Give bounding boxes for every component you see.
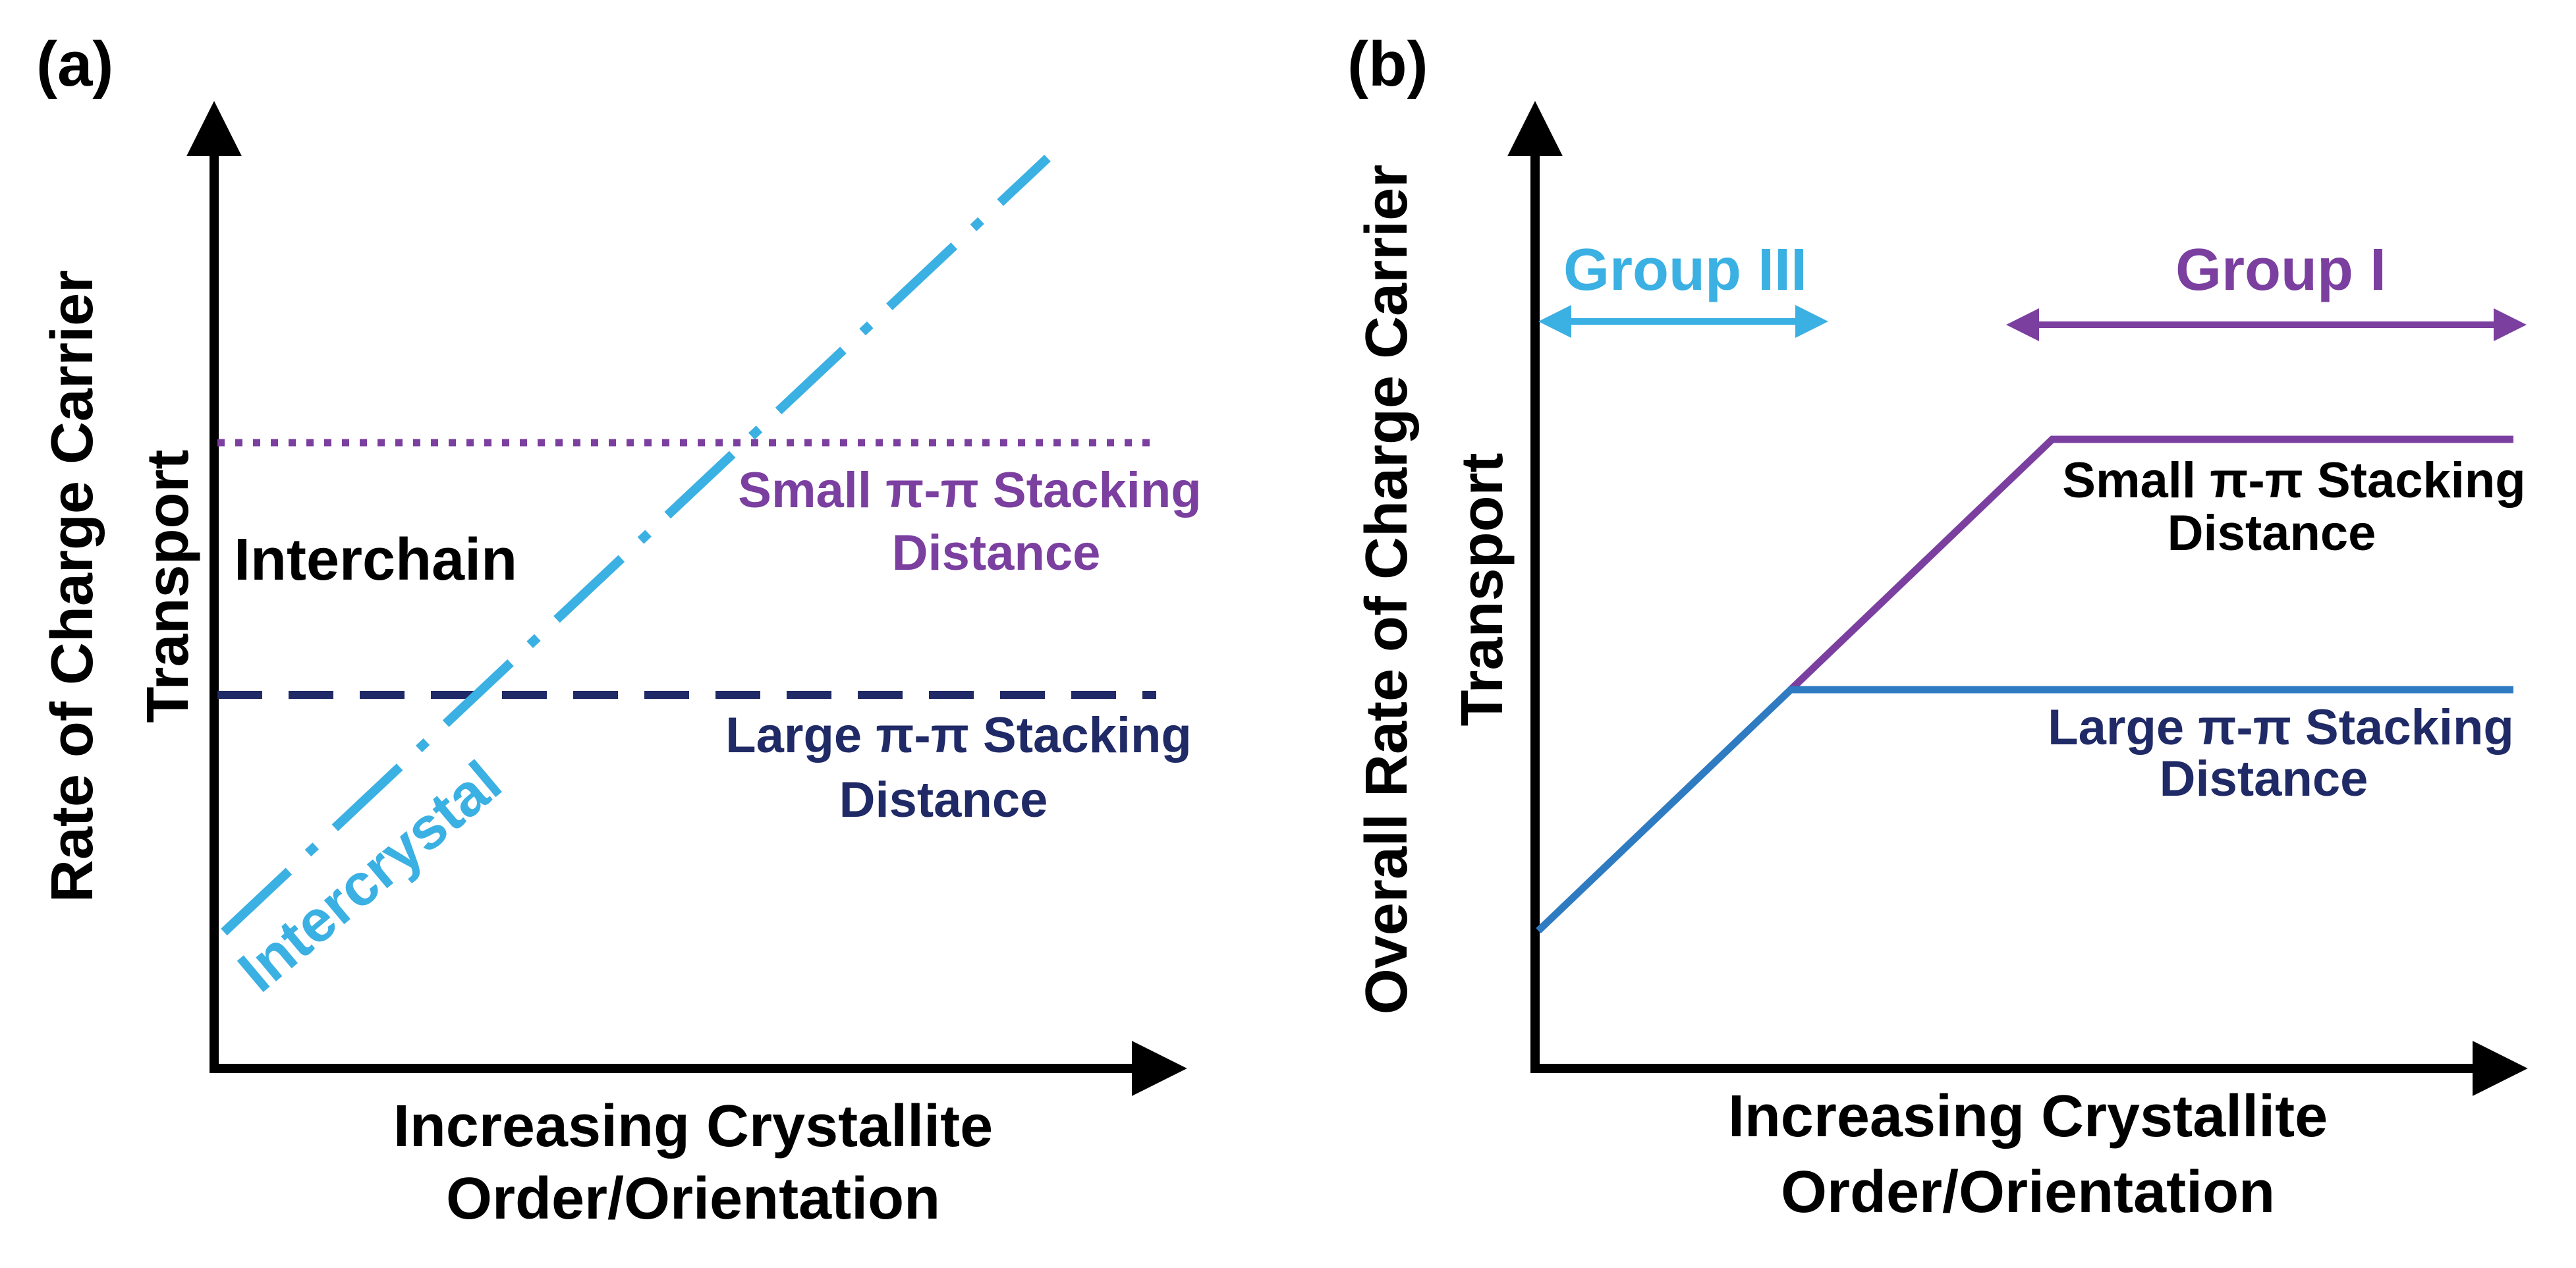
panel-b-large-stacking-curve [1536, 686, 2513, 933]
panel-a-y-label-line2: Transport [135, 449, 201, 723]
panel-b-label: (b) [1347, 29, 1428, 99]
panel-a: (a) Rate of Charge Carrier Transport Inc… [36, 29, 1202, 1232]
panel-a-small-label-line2: Distance [892, 525, 1101, 581]
panel-a-interchain-label: Interchain [234, 527, 517, 593]
panel-a-small-label-line1: Small π-π Stacking [738, 462, 1201, 518]
panel-a-y-label-line1: Rate of Charge Carrier [40, 270, 105, 902]
panel-b-x-label-line2: Order/Orientation [1781, 1159, 2275, 1225]
panel-b-y-label-line2: Transport [1449, 453, 1515, 726]
panel-b-small-stacking-curve [1788, 435, 2513, 692]
panel-a-label: (a) [36, 29, 113, 99]
panel-b-large-label-line1: Large π-π Stacking [2048, 700, 2514, 756]
panel-b: (b) Overall Rate of Charge Carrier Trans… [1347, 29, 2528, 1225]
panel-a-x-label-line1: Increasing Crystallite [393, 1093, 993, 1159]
panel-b-y-label-line1: Overall Rate of Charge Carrier [1354, 165, 1420, 1015]
panel-b-small-label-line2: Distance [2168, 505, 2376, 561]
panel-b-x-label-line1: Increasing Crystallite [1728, 1084, 2328, 1149]
panel-a-intercrystal-label: Intercrystal [227, 749, 514, 1005]
panel-a-x-label-line2: Order/Orientation [446, 1166, 940, 1232]
panel-a-large-label-line1: Large π-π Stacking [725, 707, 1192, 763]
panel-b-small-label-line1: Small π-π Stacking [2062, 453, 2525, 509]
panel-a-large-label-line2: Distance [839, 772, 1048, 828]
panel-b-group3-label: Group III [1563, 237, 1807, 303]
panel-b-group1-label: Group I [2175, 237, 2386, 303]
panel-b-large-label-line2: Distance [2160, 751, 2368, 807]
panel-a-intercrystal-line [221, 154, 1051, 936]
